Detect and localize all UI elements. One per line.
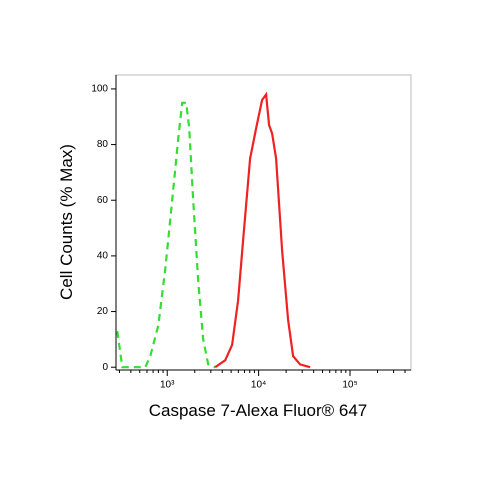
y-tick-label: 60 (97, 195, 109, 206)
x-tick-label: 10⁴ (251, 380, 266, 391)
histogram-line (116, 101, 216, 369)
y-tick-label: 100 (91, 84, 108, 95)
y-axis-title: Cell Counts (% Max) (57, 144, 76, 300)
y-tick-label: 20 (97, 306, 109, 317)
histogram-line (214, 91, 311, 369)
y-tick-label: 0 (102, 362, 108, 373)
y-tick-label: 40 (97, 251, 109, 262)
x-tick-label: 10³ (160, 380, 175, 391)
x-tick-label: 10⁵ (342, 380, 357, 391)
plot-frame (115, 74, 412, 371)
y-tick-label: 80 (97, 139, 109, 150)
x-axis-title: Caspase 7-Alexa Fluor® 647 (149, 401, 368, 420)
